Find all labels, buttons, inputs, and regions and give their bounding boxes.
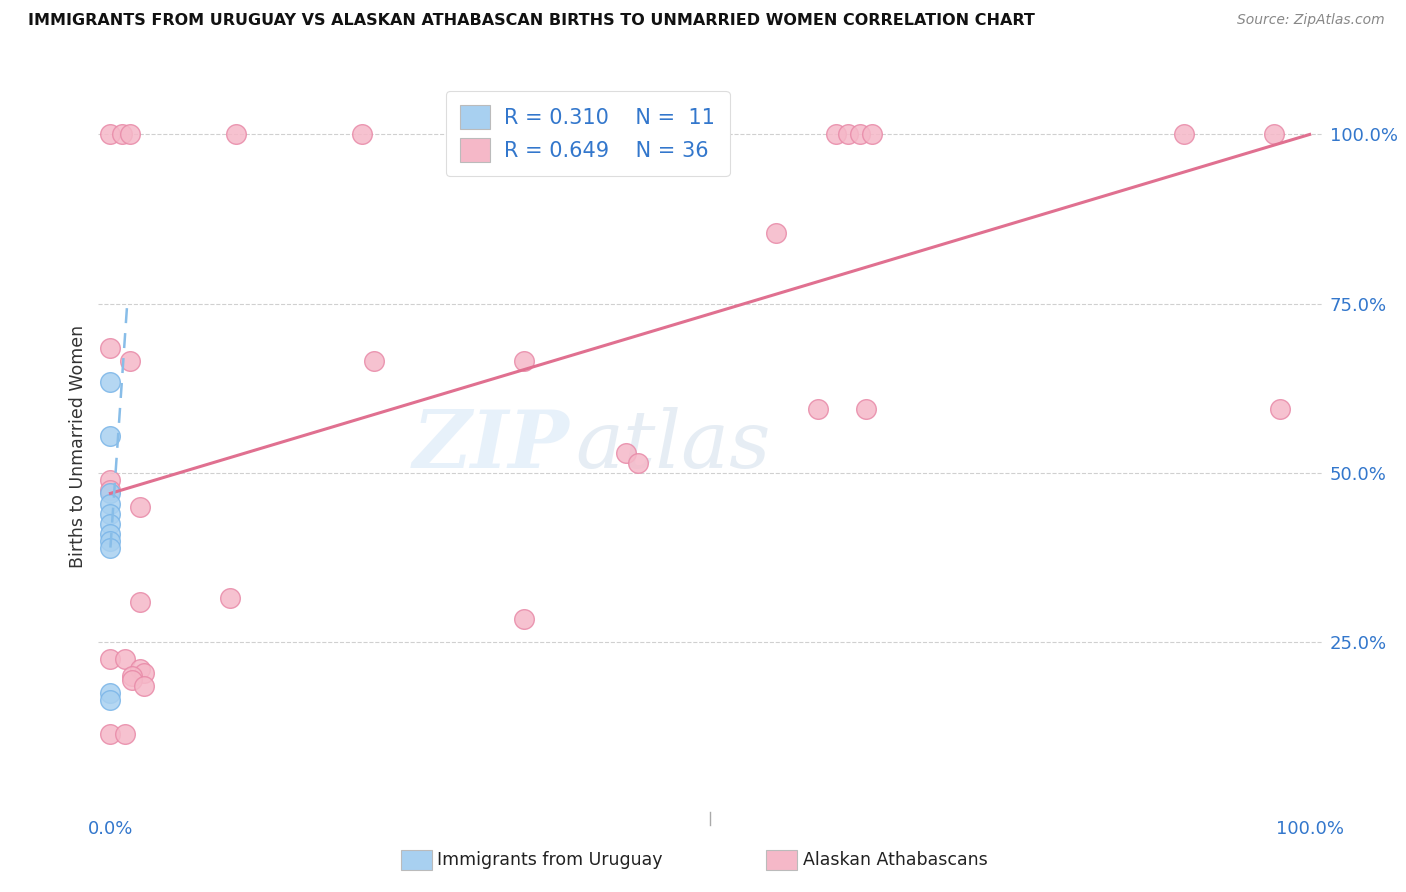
Point (825, 128, 848, 142)
Point (118, 128, 141, 142)
Y-axis label: Births to Unmarried Women: Births to Unmarried Women (69, 325, 87, 567)
Point (129, 663, 152, 677)
Point (114, 652, 136, 666)
Point (860, 128, 883, 142)
Point (100, 693, 122, 707)
Point (219, 591, 242, 606)
Point (225, 128, 247, 142)
Point (121, 673, 143, 687)
Point (100, 429, 122, 443)
Point (100, 727, 122, 741)
Point (100, 686, 122, 700)
Point (837, 128, 859, 142)
Point (807, 401, 830, 416)
Point (1173, 128, 1195, 142)
Point (855, 401, 877, 416)
Point (513, 354, 536, 368)
Point (100, 128, 122, 142)
Point (100, 541, 122, 555)
Point (1268, 401, 1291, 416)
Point (100, 533, 122, 548)
Point (100, 473, 122, 487)
Point (100, 375, 122, 389)
Point (614, 446, 637, 460)
Point (849, 128, 872, 142)
Point (100, 516, 122, 531)
Legend: R = 0.310    N =  11, R = 0.649    N = 36: R = 0.310 N = 11, R = 0.649 N = 36 (446, 91, 730, 177)
Point (111, 128, 134, 142)
Point (114, 727, 136, 741)
Point (100, 341, 122, 355)
Text: atlas: atlas (575, 408, 770, 484)
Point (118, 354, 141, 368)
Point (100, 497, 122, 511)
Point (100, 652, 122, 666)
Point (513, 612, 536, 626)
Point (765, 226, 787, 240)
Point (100, 507, 122, 521)
Point (129, 500, 152, 514)
Point (132, 665, 155, 680)
Point (1263, 128, 1285, 142)
Point (100, 486, 122, 500)
Point (100, 483, 122, 497)
Text: Source: ZipAtlas.com: Source: ZipAtlas.com (1237, 13, 1385, 28)
Point (100, 527, 122, 541)
Point (129, 595, 152, 609)
Point (352, 128, 374, 142)
Point (132, 680, 155, 694)
Text: IMMIGRANTS FROM URUGUAY VS ALASKAN ATHABASCAN BIRTHS TO UNMARRIED WOMEN CORRELAT: IMMIGRANTS FROM URUGUAY VS ALASKAN ATHAB… (28, 13, 1035, 29)
Text: Alaskan Athabascans: Alaskan Athabascans (803, 851, 987, 869)
Point (121, 669, 143, 683)
Point (363, 354, 385, 368)
Text: ZIP: ZIP (412, 408, 569, 484)
Text: Immigrants from Uruguay: Immigrants from Uruguay (437, 851, 662, 869)
Point (627, 456, 650, 470)
